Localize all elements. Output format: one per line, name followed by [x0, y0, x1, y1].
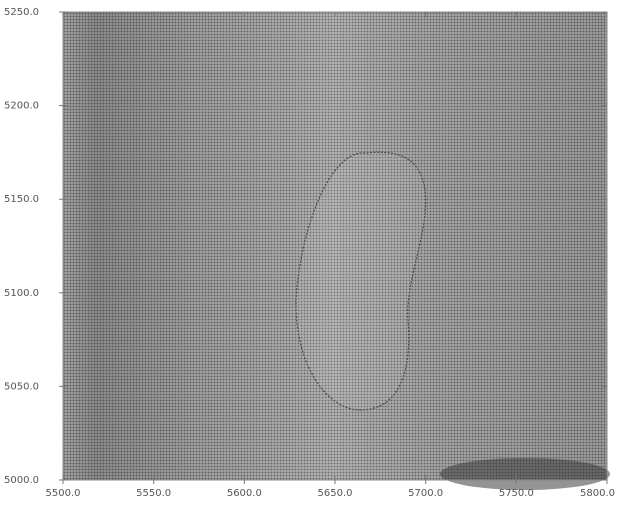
x-tick-label: 5600.0 [227, 488, 262, 499]
page: 5500.0 5550.0 5600.0 5650.0 5700.0 5750.0 5800… [0, 0, 617, 510]
x-tick-label: 5550.0 [136, 488, 171, 499]
y-tick-label: 5100.0 [4, 288, 39, 299]
y-tick-label: 5050.0 [4, 381, 39, 392]
map-field [63, 12, 610, 490]
y-tick-label: 5000.0 [4, 475, 39, 486]
y-tick-label: 5250.0 [4, 7, 39, 18]
chart: 5500.0 5550.0 5600.0 5650.0 5700.0 5750.0 5800… [0, 0, 617, 510]
y-tick-label: 5150.0 [4, 194, 39, 205]
x-tick-label: 5700.0 [408, 488, 443, 499]
dark-patch [440, 458, 610, 490]
x-tick-label: 5650.0 [318, 488, 353, 499]
x-tick-label: 5750.0 [499, 488, 534, 499]
x-tick-label: 5500.0 [46, 488, 81, 499]
x-tick-label: 5800.0 [580, 488, 615, 499]
y-tick-label: 5200.0 [4, 101, 39, 112]
